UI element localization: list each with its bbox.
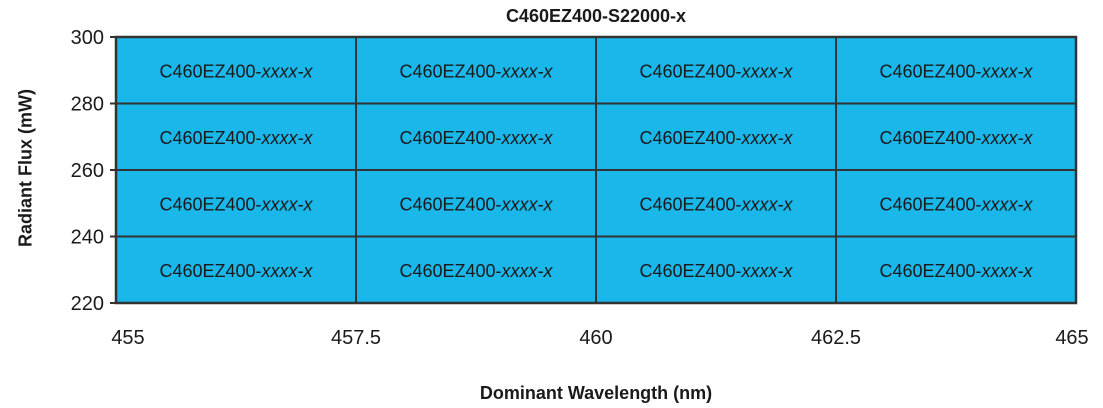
bin-cell-r3-c1 [115,169,357,238]
bin-cell-label: C460EZ400-xxxx-x [879,261,1033,281]
x-tick-label: 460 [579,327,612,349]
bin-cell-label: C460EZ400-xxxx-x [399,261,553,281]
bin-cell-label: C460EZ400-xxxx-x [159,194,313,214]
x-tick-label: 455 [111,327,144,349]
bin-cell-label: C460EZ400-xxxx-x [399,194,553,214]
y-tick-label: 280 [71,94,104,116]
bin-cell-label: C460EZ400-xxxx-x [639,194,793,214]
bin-cell-label: C460EZ400-xxxx-x [399,61,553,81]
bin-cell-r1-c3 [595,36,837,105]
y-tick-label: 260 [71,160,104,182]
chart-title: C460EZ400-S22000-x [505,6,687,26]
x-axis-label: Dominant Wavelength (nm) [479,383,713,403]
bin-cell-label: C460EZ400-xxxx-x [639,61,793,81]
bin-cell-label: C460EZ400-xxxx-x [639,261,793,281]
x-tick-label: 465 [1055,327,1088,349]
bin-cell-r4-c1 [115,235,357,304]
bin-cell-label: C460EZ400-xxxx-x [639,128,793,148]
bin-cell-r1-c1 [115,36,357,105]
bin-cell-label: C460EZ400-xxxx-x [399,128,553,148]
bin-cell-label: C460EZ400-xxxx-x [159,128,313,148]
bin-cell-label: C460EZ400-xxxx-x [879,61,1033,81]
bin-cell-r2-c1 [115,102,357,171]
bin-cell-r3-c4 [835,169,1077,238]
bin-cell-label: C460EZ400-xxxx-x [879,194,1033,214]
x-tick-label: 462.5 [811,327,861,349]
bin-cell-label: C460EZ400-xxxx-x [879,128,1033,148]
bin-cell-r3-c3 [595,169,837,238]
bin-cell-r4-c2 [355,235,597,304]
bin-cell-r2-c2 [355,102,597,171]
x-tick-label: 457.5 [331,327,381,349]
bin-cell-label: C460EZ400-xxxx-x [159,261,313,281]
bin-cell-label: C460EZ400-xxxx-x [159,61,313,81]
y-tick-label: 220 [71,293,104,315]
y-tick-label: 240 [71,227,104,249]
y-tick-label: 300 [71,27,104,49]
